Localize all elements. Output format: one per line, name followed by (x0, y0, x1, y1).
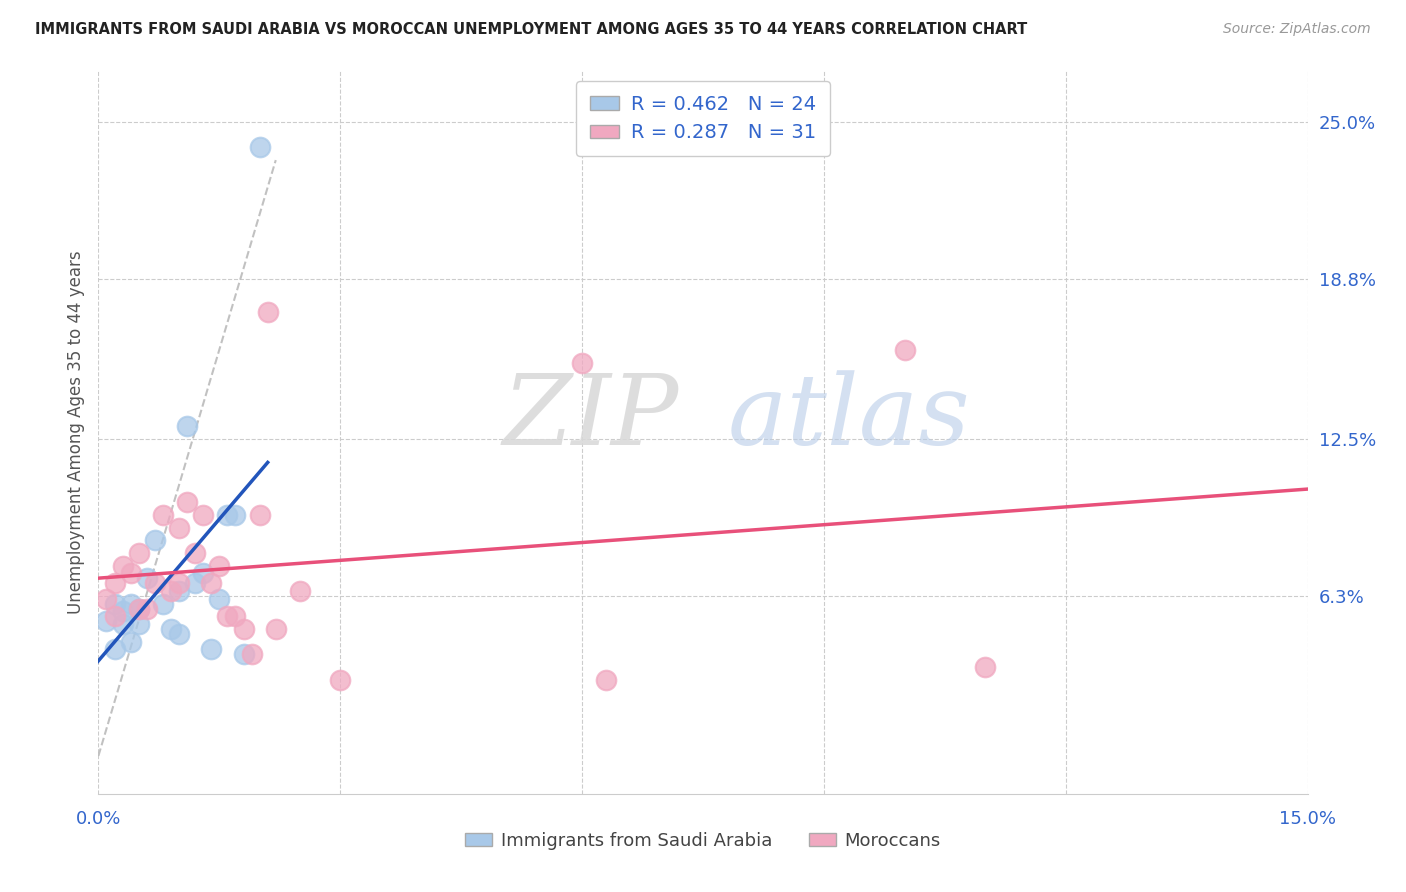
Point (249, 508, 271, 522)
Point (128, 617, 150, 632)
Point (256, 305, 278, 319)
Point (329, 673, 352, 687)
Point (595, 673, 617, 687)
Point (120, 566, 142, 581)
Point (208, 558, 231, 573)
Point (264, 622, 287, 636)
Point (167, 584, 190, 599)
Legend: Immigrants from Saudi Arabia, Moroccans: Immigrants from Saudi Arabia, Moroccans (458, 825, 948, 857)
Point (193, 566, 215, 581)
Point (893, 343, 915, 358)
Point (232, 622, 254, 636)
Point (288, 584, 311, 599)
Y-axis label: Unemployment Among Ages 35 to 44 years: Unemployment Among Ages 35 to 44 years (66, 251, 84, 615)
Text: ZIP: ZIP (502, 370, 679, 466)
Point (103, 642, 125, 657)
Point (160, 584, 183, 599)
Point (120, 634, 142, 648)
Point (193, 508, 215, 522)
Point (103, 576, 125, 591)
Point (143, 576, 166, 591)
Point (120, 597, 142, 611)
Point (111, 617, 134, 632)
Point (217, 609, 239, 624)
Point (217, 508, 239, 522)
Point (184, 576, 207, 591)
Point (974, 660, 997, 674)
Point (128, 602, 150, 616)
Point (167, 521, 190, 535)
Point (96, 615, 118, 629)
Point (96, 591, 118, 606)
Point (135, 602, 157, 616)
Point (167, 576, 190, 591)
Point (111, 558, 134, 573)
Text: atlas: atlas (727, 370, 970, 466)
Point (176, 419, 198, 434)
Point (152, 508, 174, 522)
Point (111, 604, 134, 618)
Point (208, 591, 231, 606)
Text: IMMIGRANTS FROM SAUDI ARABIA VS MOROCCAN UNEMPLOYMENT AMONG AGES 35 TO 44 YEARS : IMMIGRANTS FROM SAUDI ARABIA VS MOROCCAN… (35, 22, 1028, 37)
Point (176, 495, 198, 509)
Point (143, 533, 166, 548)
Point (160, 622, 183, 636)
Point (128, 546, 150, 560)
Point (184, 546, 207, 560)
Point (103, 609, 125, 624)
Point (224, 508, 246, 522)
Point (167, 627, 190, 641)
Point (152, 597, 174, 611)
Point (200, 576, 222, 591)
Point (249, 140, 271, 154)
Text: Source: ZipAtlas.com: Source: ZipAtlas.com (1223, 22, 1371, 37)
Point (128, 602, 150, 616)
Point (232, 648, 254, 662)
Point (224, 609, 246, 624)
Point (200, 642, 222, 657)
Point (135, 571, 157, 585)
Point (103, 597, 125, 611)
Point (571, 356, 593, 370)
Point (240, 648, 263, 662)
